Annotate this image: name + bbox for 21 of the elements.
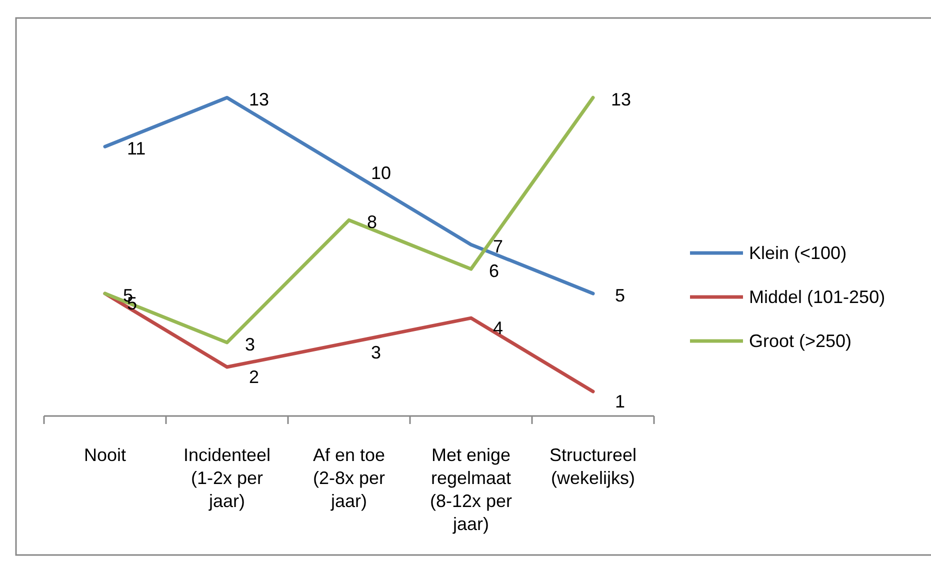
x-tick-label: Structureel (wekelijks): [549, 445, 637, 488]
data-label: 13: [249, 90, 270, 110]
legend-label: Groot (>250): [749, 331, 852, 351]
x-tick-label: Af en toe (2-8x per jaar): [312, 445, 386, 511]
data-label: 3: [245, 334, 256, 355]
x-tick-label: Incidenteel (1-2x per jaar): [183, 445, 271, 511]
data-label: 11: [127, 138, 146, 159]
data-label: 5: [615, 286, 626, 306]
legend-label: Middel (101-250): [749, 287, 886, 307]
data-label: 8: [367, 212, 378, 232]
data-label: 4: [493, 318, 504, 338]
x-tick-label: Met enige regelmaat (8-12x per jaar): [430, 445, 512, 534]
data-label: 6: [489, 261, 500, 282]
data-label: 7: [493, 236, 504, 257]
data-label: 10: [371, 163, 392, 184]
data-label: 1: [615, 392, 626, 412]
x-tick-label: Nooit: [84, 445, 126, 465]
legend-label: Klein (<100): [749, 243, 847, 263]
data-label: 13: [611, 90, 632, 110]
data-label: 3: [371, 342, 382, 363]
data-label: 2: [249, 367, 260, 388]
